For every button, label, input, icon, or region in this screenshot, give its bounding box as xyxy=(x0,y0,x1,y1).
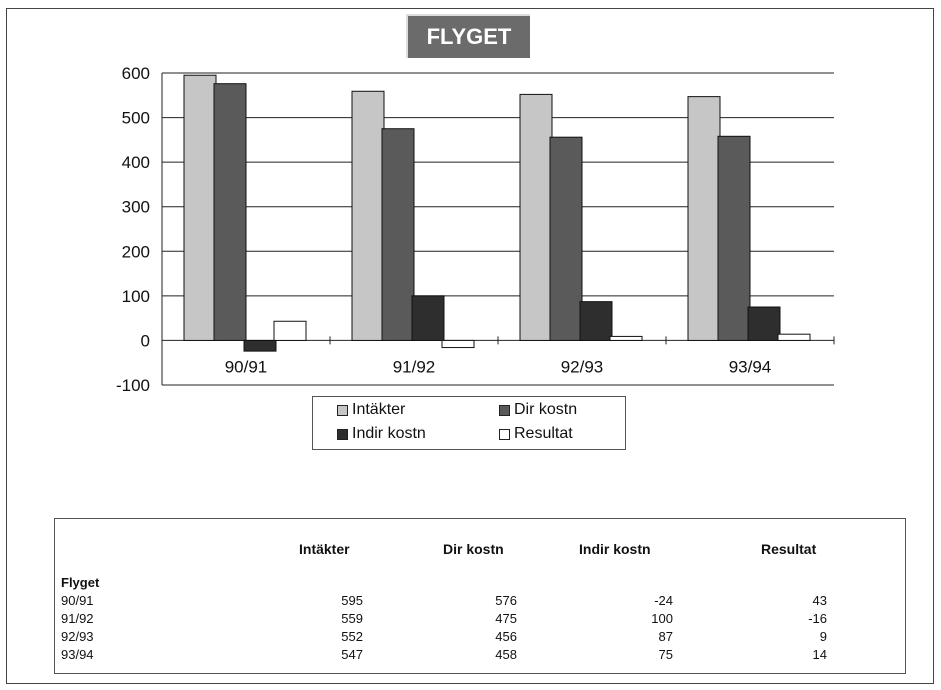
row-label: 92/93 xyxy=(61,629,94,644)
legend-label: Intäkter xyxy=(352,401,406,418)
table-header-indir-kostn: Indir kostn xyxy=(579,541,651,557)
bar-resultat xyxy=(777,333,811,341)
x-tick-label: 92/93 xyxy=(561,357,604,376)
table-group-label: Flyget xyxy=(61,575,100,590)
y-tick-label: 600 xyxy=(122,64,150,83)
row-label: 90/91 xyxy=(61,593,94,608)
cell-resultat: -16 xyxy=(808,611,827,626)
bar-resultat xyxy=(609,335,643,341)
legend-label: Resultat xyxy=(514,425,573,442)
x-tick-label: 90/91 xyxy=(225,357,268,376)
cell-intakter: 559 xyxy=(341,611,363,626)
bar-indir-kostn xyxy=(411,295,445,341)
chart-legend: Intäkter Dir kostn Indir kostn Resultat xyxy=(312,396,626,450)
cell-indir-kostn: 75 xyxy=(658,647,673,662)
table-group-label-row: Flyget xyxy=(61,575,901,591)
cell-intakter: 547 xyxy=(341,647,363,662)
table-row: 92/93 552 456 87 9 xyxy=(61,629,901,645)
row-label: 91/92 xyxy=(61,611,94,626)
legend-swatch-intakter xyxy=(337,404,348,416)
bar-dir-kostn xyxy=(717,135,751,341)
legend-item-indir-kostn: Indir kostn xyxy=(337,425,426,443)
cell-resultat: 9 xyxy=(819,629,827,644)
legend-item-intakter: Intäkter xyxy=(337,401,405,419)
bar-intakter xyxy=(183,74,217,341)
x-tick-label: 91/92 xyxy=(393,357,436,376)
legend-label: Dir kostn xyxy=(514,401,578,418)
bar-dir-kostn xyxy=(213,83,247,341)
y-tick-label: 0 xyxy=(141,331,150,350)
cell-indir-kostn: 100 xyxy=(651,611,673,626)
cell-intakter: 552 xyxy=(341,629,363,644)
cell-resultat: 43 xyxy=(812,593,827,608)
data-table: Intäkter Dir kostn Indir kostn Resultat … xyxy=(54,518,906,674)
legend-item-resultat: Resultat xyxy=(499,425,573,443)
bar-indir-kostn xyxy=(579,301,613,341)
y-tick-label: -100 xyxy=(116,376,150,395)
bar-dir-kostn xyxy=(549,136,583,341)
cell-intakter: 595 xyxy=(341,593,363,608)
chart-title: FLYGET xyxy=(406,14,530,58)
table-row: 90/91 595 576 -24 43 xyxy=(61,593,901,609)
table-row: 93/94 547 458 75 14 xyxy=(61,647,901,663)
bar-indir-kostn xyxy=(243,339,277,352)
cell-indir-kostn: -24 xyxy=(654,593,673,608)
legend-swatch-dir-kostn xyxy=(499,404,510,416)
bar-dir-kostn xyxy=(381,128,415,341)
legend-swatch-indir-kostn xyxy=(337,428,348,440)
page-frame xyxy=(6,8,934,684)
y-tick-label: 200 xyxy=(122,242,150,261)
cell-dir-kostn: 458 xyxy=(495,647,517,662)
legend-item-dir-kostn: Dir kostn xyxy=(499,401,577,419)
legend-label: Indir kostn xyxy=(352,425,426,442)
table-header-dir-kostn: Dir kostn xyxy=(443,541,504,557)
bar-resultat xyxy=(273,320,307,341)
bar-chart: 600 500 400 300 200 100 0 -100 90/91 91/92 92/93 93… xyxy=(116,64,835,395)
bar-intakter xyxy=(687,96,721,341)
cell-resultat: 14 xyxy=(812,647,827,662)
bar-intakter xyxy=(351,90,385,341)
y-tick-label: 400 xyxy=(122,153,150,172)
legend-swatch-resultat xyxy=(499,428,510,440)
cell-dir-kostn: 576 xyxy=(495,593,517,608)
y-tick-label: 100 xyxy=(122,287,150,306)
bar-intakter xyxy=(519,93,553,341)
row-label: 93/94 xyxy=(61,647,94,662)
x-tick-label: 93/94 xyxy=(729,357,772,376)
cell-indir-kostn: 87 xyxy=(658,629,673,644)
cell-dir-kostn: 456 xyxy=(495,629,517,644)
y-tick-label: 300 xyxy=(122,198,150,217)
table-header-intakter: Intäkter xyxy=(299,541,350,557)
y-tick-label: 500 xyxy=(122,109,150,128)
bar-resultat xyxy=(441,339,475,349)
table-row: 91/92 559 475 100 -16 xyxy=(61,611,901,627)
cell-dir-kostn: 475 xyxy=(495,611,517,626)
bar-indir-kostn xyxy=(747,306,781,341)
table-header-resultat: Resultat xyxy=(761,541,817,557)
